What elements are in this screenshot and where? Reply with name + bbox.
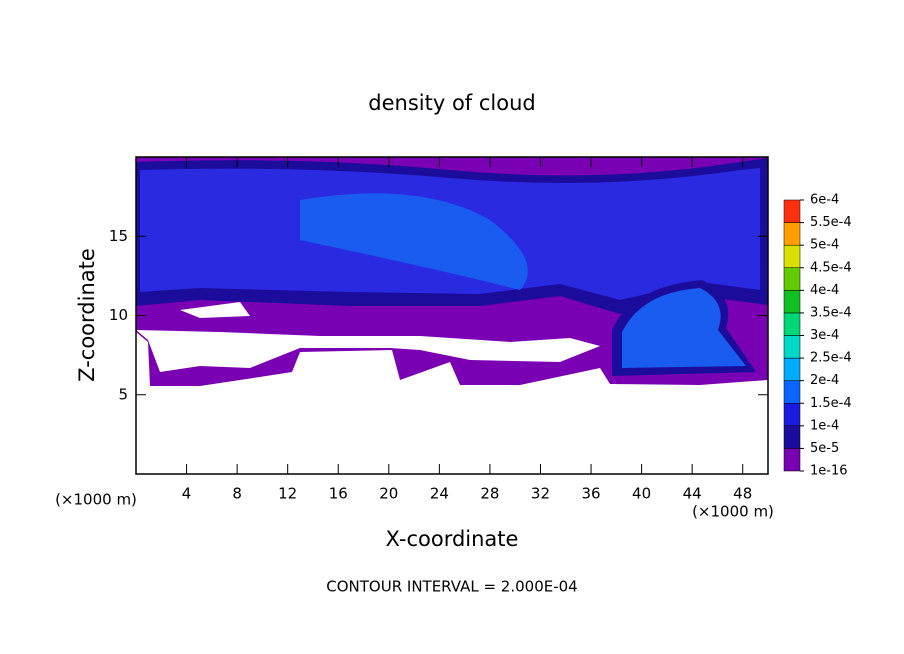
- contour-region: [622, 288, 746, 368]
- x-tick-label: 16: [329, 485, 348, 503]
- colorbar-cell: [783, 335, 801, 359]
- x-axis-label: X-coordinate: [386, 527, 519, 551]
- colorbar-label: 5e-4: [810, 238, 839, 253]
- colorbar-cell: [783, 199, 801, 223]
- x-tick-label: 4: [182, 485, 192, 503]
- contour-field: [136, 157, 768, 474]
- colorbar-label: 5e-5: [810, 441, 839, 456]
- colorbar-label: 1e-4: [810, 418, 839, 433]
- colorbar-cell: [783, 312, 801, 336]
- y-tick-label: 5: [118, 385, 128, 403]
- x-tick-label: 20: [379, 485, 398, 503]
- x-tick-label: 24: [430, 485, 449, 503]
- colorbar-cell: [783, 425, 801, 449]
- contour-region: [136, 330, 600, 372]
- x-tick-label: 12: [278, 485, 297, 503]
- colorbar-cell: [783, 403, 801, 427]
- x-tick-label: 8: [232, 485, 242, 503]
- colorbar-label: 5.5e-4: [810, 215, 852, 230]
- colorbar-cell: [783, 267, 801, 291]
- colorbar-cell: [783, 290, 801, 314]
- y-axis-label: Z-coordinate: [75, 248, 99, 382]
- chart-title: density of cloud: [368, 91, 535, 115]
- contour-region: [300, 193, 528, 290]
- colorbar-label: 2.5e-4: [810, 351, 852, 366]
- x-unit-label: (×1000 m): [692, 503, 774, 521]
- colorbar-cell: [783, 380, 801, 404]
- x-tick-label: 44: [683, 485, 702, 503]
- x-tick-label: 28: [480, 485, 499, 503]
- y-tick-label: 15: [109, 227, 128, 245]
- x-tick-label: 36: [581, 485, 600, 503]
- contour-region: [180, 302, 250, 318]
- colorbar-label: 1.5e-4: [810, 396, 852, 411]
- colorbar-cell: [783, 222, 801, 246]
- colorbar-label: 4e-4: [810, 283, 839, 298]
- colorbar-label: 6e-4: [810, 193, 839, 208]
- x-tick-label: 40: [632, 485, 651, 503]
- annotation: CONTOUR INTERVAL = 2.000E-04: [326, 578, 577, 596]
- colorbar-label: 1e-16: [810, 464, 848, 479]
- colorbar-label: 4.5e-4: [810, 260, 852, 275]
- colorbar-label: 3e-4: [810, 328, 839, 343]
- colorbar-label: 3.5e-4: [810, 305, 852, 320]
- y-unit-label: (×1000 m): [55, 491, 137, 509]
- colorbar-cell: [783, 448, 801, 472]
- x-tick-label: 32: [531, 485, 550, 503]
- y-tick-label: 10: [109, 306, 128, 324]
- x-tick-label: 48: [733, 485, 752, 503]
- colorbar-label: 2e-4: [810, 373, 839, 388]
- colorbar-cell: [783, 244, 801, 269]
- colorbar-cell: [783, 357, 801, 381]
